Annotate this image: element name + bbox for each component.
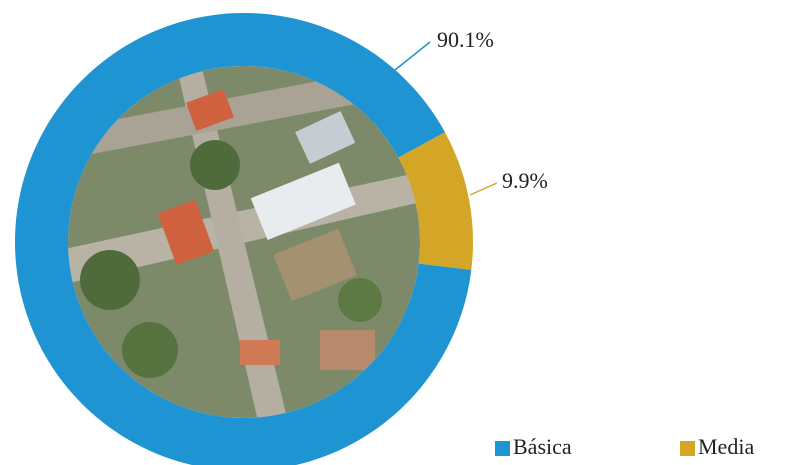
leader-line (469, 182, 498, 196)
legend-label: Media (698, 434, 754, 459)
leader-line (394, 41, 431, 71)
legend-swatch (680, 441, 695, 456)
donut-slice (398, 132, 473, 270)
data-label: 90.1% (437, 27, 494, 52)
legend-label: Básica (513, 434, 572, 459)
data-label: 9.9% (502, 168, 548, 193)
legend-swatch (495, 441, 510, 456)
